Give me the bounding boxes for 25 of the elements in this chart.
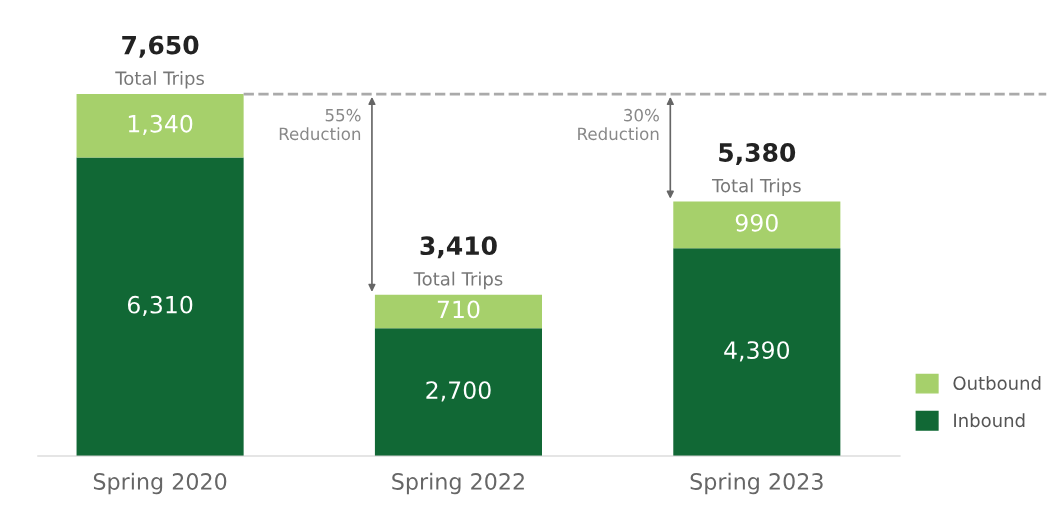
data-label: 990 bbox=[735, 213, 778, 232]
data-label: 710 bbox=[437, 300, 480, 319]
legend-label: Inbound bbox=[954, 413, 1025, 428]
data-label: 2,700 bbox=[426, 381, 491, 402]
legend-label: Outbound bbox=[953, 376, 1041, 390]
annotation: 55% Reduction bbox=[279, 108, 361, 141]
x-tick-label: Spring 2020 bbox=[93, 472, 227, 495]
annotation: Total Trips bbox=[115, 71, 204, 89]
data-label: 4,390 bbox=[724, 341, 790, 362]
bar bbox=[76, 157, 244, 457]
annotation: Total Trips bbox=[413, 271, 503, 290]
bar bbox=[76, 94, 244, 158]
data-label: 6,310 bbox=[127, 295, 193, 317]
total-label: 7,650 bbox=[122, 35, 199, 58]
data-label: 1,340 bbox=[128, 114, 193, 136]
annotation: 30% Reduction bbox=[578, 108, 659, 141]
total-label: 5,380 bbox=[719, 143, 796, 166]
x-tick-label: Spring 2023 bbox=[690, 472, 823, 495]
x-tick-label: Spring 2022 bbox=[392, 472, 524, 495]
bar bbox=[673, 248, 841, 457]
annotation: Total Trips bbox=[711, 178, 801, 196]
bar bbox=[673, 201, 841, 249]
bar bbox=[374, 328, 542, 457]
bar bbox=[374, 294, 542, 329]
total-label: 3,410 bbox=[420, 236, 497, 259]
